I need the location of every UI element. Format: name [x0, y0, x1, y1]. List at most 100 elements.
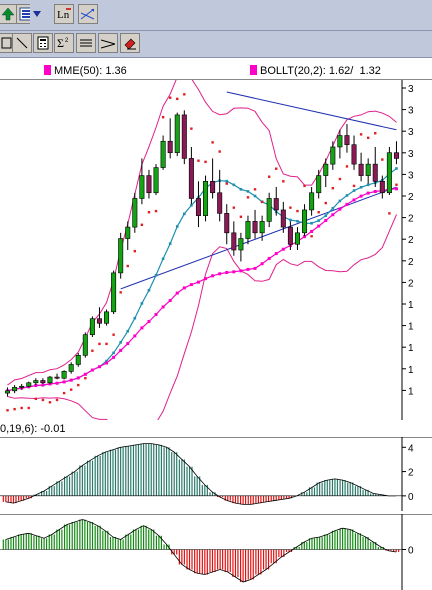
mme50-point [182, 286, 186, 290]
mme50-point [281, 247, 285, 251]
price-tick-label: 1 [408, 343, 414, 354]
mme50-point [260, 262, 264, 266]
oscillator-chart[interactable]: 0 [0, 514, 432, 590]
mme-label: MME(50): [54, 65, 103, 77]
candle-body [337, 135, 343, 148]
ma20-point [395, 167, 398, 170]
ma20-point [140, 302, 144, 305]
price-tick-label: 2 [408, 214, 414, 225]
sar-dot [119, 291, 122, 294]
mme50-point [126, 342, 130, 346]
mme50-point [105, 361, 109, 365]
osc-outline [5, 519, 397, 583]
candle-body [68, 364, 74, 372]
sar-dot [112, 333, 115, 336]
mme50-point [41, 383, 45, 387]
mme50-point [253, 266, 257, 270]
sar-dot [381, 158, 384, 161]
mme50-point [133, 334, 137, 338]
candle-body [203, 181, 209, 216]
candle-body [245, 221, 251, 239]
ma20-point [352, 189, 356, 192]
candle-body [330, 146, 336, 165]
resistance-trendline [226, 91, 397, 131]
ray-icon[interactable] [98, 33, 118, 53]
sar-dot [154, 209, 158, 213]
candle-body [89, 318, 95, 336]
mme50-point [310, 229, 314, 233]
sar-dot [331, 186, 335, 190]
candle-body [167, 140, 173, 153]
price-chart[interactable]: 3 3 3 3 3 2 2 2 2 2 1 1 1 1 1 [0, 80, 432, 420]
calculator-icon[interactable] [33, 33, 53, 53]
candle-body [224, 213, 230, 234]
candle-body [174, 114, 180, 153]
mme50-point [246, 267, 250, 271]
svg-text:2: 2 [65, 38, 69, 44]
diagonal-line-icon[interactable] [12, 33, 32, 53]
candle-body [302, 209, 308, 234]
ma20-point [119, 341, 122, 344]
candle-body [153, 167, 159, 194]
mme50-point [317, 224, 321, 228]
mme50-point [338, 207, 342, 211]
ma20-point [246, 190, 250, 193]
mme-swatch [44, 65, 51, 75]
ma20-point [253, 194, 257, 198]
candle-body [316, 175, 322, 194]
sar-dot [48, 401, 52, 404]
ma20-point [133, 316, 137, 320]
ma20-point [324, 214, 328, 217]
sar-dot [345, 165, 349, 168]
mme50-point [196, 280, 200, 284]
price-tick-label: 2 [408, 235, 414, 246]
sar-dot [62, 391, 66, 395]
candle-body [365, 163, 371, 176]
candle-body [188, 158, 194, 199]
candle-body [82, 334, 88, 356]
eraser-icon[interactable] [120, 33, 140, 53]
candle-body [287, 226, 293, 245]
mme50-point [34, 384, 38, 388]
candle-body [393, 152, 399, 159]
sar-dot [13, 407, 16, 411]
indicator-legend: MME(50): 1.36 BOLLT(20,2): 1.62/ 1.32 [0, 63, 432, 80]
sar-dot [133, 249, 137, 253]
sar-dot [395, 183, 398, 186]
macd-chart[interactable]: 4 2 0 [0, 437, 432, 511]
sar-dot [338, 177, 342, 181]
sar-dot [204, 160, 207, 164]
sar-dot [77, 383, 80, 387]
ma20-point [175, 225, 179, 228]
sar-dot [20, 406, 23, 410]
macd-background [0, 437, 432, 511]
sar-dot [91, 349, 94, 352]
ma20-point [317, 219, 320, 222]
mme50-point [204, 277, 208, 281]
chevron-down-icon[interactable] [30, 4, 44, 24]
candle-body [12, 387, 18, 392]
sar-dot [84, 377, 87, 380]
sar-dot [225, 182, 228, 185]
ma20-point [338, 199, 342, 203]
candle-body [195, 198, 201, 216]
ma20-point [296, 219, 299, 223]
lines-icon[interactable] [76, 33, 96, 53]
sar-dot [168, 96, 172, 99]
ln-icon[interactable]: Ln [54, 4, 74, 24]
price-tick-label: 1 [408, 300, 414, 311]
candle-body [386, 152, 392, 194]
ma20-point [310, 221, 313, 225]
trend-arrows-icon[interactable] [78, 4, 98, 24]
sar-dot [267, 175, 271, 178]
mme50-point [62, 380, 66, 384]
mme50-point [97, 365, 101, 369]
candle-body [118, 238, 124, 274]
mme50-point [366, 191, 370, 195]
mme50-point [225, 271, 229, 275]
ma20-point [168, 242, 172, 245]
sar-dot [126, 264, 129, 268]
price-tick-label: 2 [408, 192, 414, 203]
candle-body [111, 272, 117, 313]
